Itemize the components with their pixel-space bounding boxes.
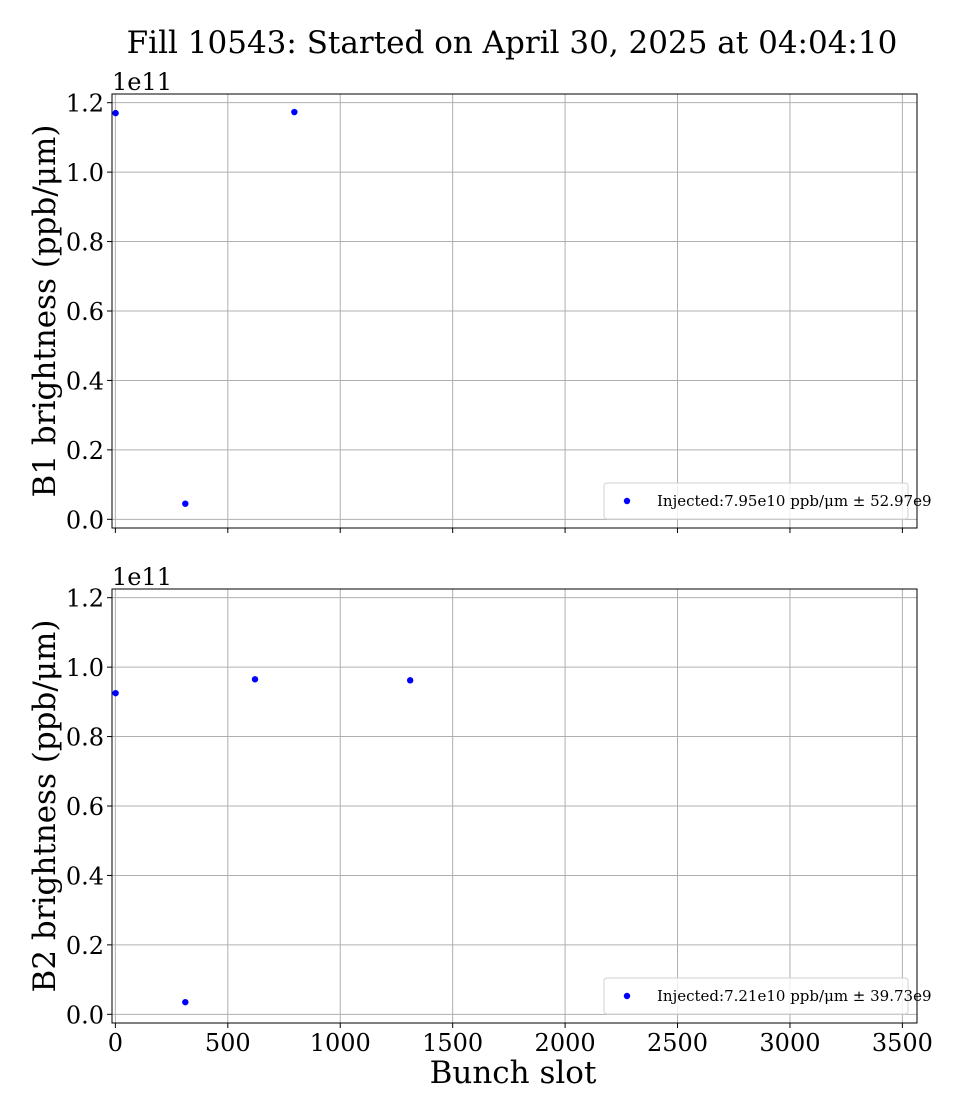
data-point — [112, 689, 119, 697]
panels: 0.0 0.2 0.4 0.6 0.8 1.0 1.2 1e11 B1 brightness (… — [27, 68, 933, 1057]
y-tick-label: 0.2 — [66, 932, 104, 960]
y-tick-label: 0.0 — [66, 1001, 104, 1029]
legend-box — [603, 977, 909, 1015]
legend: Injected:7.95e10 ppb/μm ± 52.97e9 — [603, 482, 932, 520]
x-tick-label: 1000 — [310, 1029, 371, 1057]
y-axis-label: B1 brightness (ppb/μm) — [27, 125, 63, 498]
data-point — [112, 109, 119, 117]
x-tick-label: 2000 — [535, 1029, 596, 1057]
y-offset-text: 1e11 — [112, 68, 172, 96]
legend-marker — [623, 992, 631, 1000]
data-point — [251, 676, 259, 683]
data-point — [291, 108, 298, 116]
y-tick-label: 0.8 — [66, 229, 104, 257]
x-tick-label: 3500 — [872, 1029, 933, 1057]
x-tick-label: 500 — [205, 1029, 251, 1057]
y-axis-label: B2 brightness (ppb/μm) — [27, 620, 63, 993]
y-tick-label: 0.2 — [66, 437, 104, 465]
y-tick-label: 0.0 — [66, 506, 104, 534]
legend-label: Injected:7.21e10 ppb/μm ± 39.73e9 — [657, 987, 932, 1005]
data-point — [182, 998, 189, 1006]
y-tick-label: 0.8 — [66, 724, 104, 752]
data-point — [406, 677, 414, 684]
y-tick-label: 0.6 — [66, 298, 104, 326]
legend-box — [603, 482, 909, 520]
y-tick-label: 1.2 — [66, 90, 104, 118]
y-offset-text: 1e11 — [112, 563, 172, 591]
figure-title: Fill 10543: Started on April 30, 2025 at… — [127, 25, 898, 61]
y-tick-label: 1.0 — [66, 159, 104, 187]
legend-marker — [623, 497, 631, 505]
y-tick-label: 1.0 — [66, 654, 104, 682]
x-tick-label: 0 — [108, 1029, 123, 1057]
x-axis-label: Bunch slot — [430, 1055, 597, 1091]
x-tick-label: 3000 — [759, 1029, 820, 1057]
y-tick-label: 0.4 — [66, 367, 104, 395]
y-tick-label: 0.6 — [66, 793, 104, 821]
y-tick-label: 1.2 — [66, 585, 104, 613]
legend: Injected:7.21e10 ppb/μm ± 39.73e9 — [603, 977, 932, 1015]
x-tick-label: 2500 — [647, 1029, 708, 1057]
panel-1: 0.0 0.2 0.4 0.6 0.8 1.0 1.2 1e11 B1 brightness (… — [27, 68, 932, 534]
legend-label: Injected:7.95e10 ppb/μm ± 52.97e9 — [657, 492, 932, 510]
y-tick-label: 0.4 — [66, 862, 104, 890]
x-tick-label: 1500 — [422, 1029, 483, 1057]
panel-2: 0 500 1000 1500 2000 2500 3000 3500 0.0 0.2 0.4 0.6… — [27, 563, 933, 1057]
data-point — [182, 500, 189, 507]
